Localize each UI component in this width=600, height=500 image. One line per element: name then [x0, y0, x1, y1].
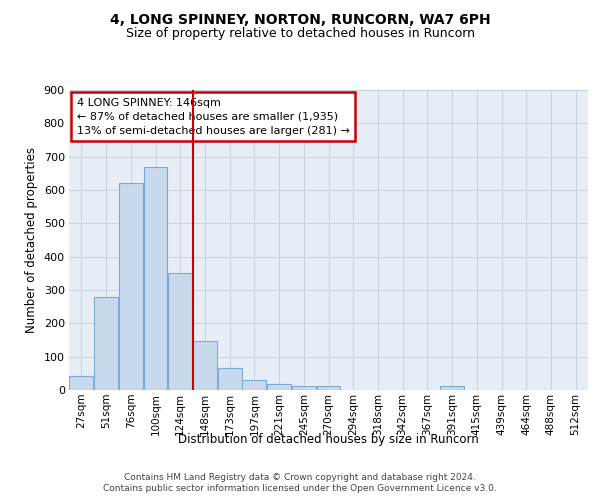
Bar [119, 184, 143, 390]
Bar [218, 368, 242, 390]
Bar [292, 386, 316, 390]
Text: Size of property relative to detached houses in Runcorn: Size of property relative to detached ho… [125, 28, 475, 40]
Text: Contains HM Land Registry data © Crown copyright and database right 2024.: Contains HM Land Registry data © Crown c… [124, 472, 476, 482]
Bar [440, 386, 464, 390]
Bar [143, 166, 167, 390]
Y-axis label: Number of detached properties: Number of detached properties [25, 147, 38, 333]
Text: 4 LONG SPINNEY: 146sqm
← 87% of detached houses are smaller (1,935)
13% of semi-: 4 LONG SPINNEY: 146sqm ← 87% of detached… [77, 98, 350, 136]
Bar [242, 380, 266, 390]
Text: Contains public sector information licensed under the Open Government Licence v3: Contains public sector information licen… [103, 484, 497, 493]
Bar [317, 386, 340, 390]
Bar [94, 296, 118, 390]
Text: 4, LONG SPINNEY, NORTON, RUNCORN, WA7 6PH: 4, LONG SPINNEY, NORTON, RUNCORN, WA7 6P… [110, 12, 490, 26]
Bar [70, 376, 94, 390]
Text: Distribution of detached houses by size in Runcorn: Distribution of detached houses by size … [178, 432, 479, 446]
Bar [193, 340, 217, 390]
Bar [168, 274, 192, 390]
Bar [267, 384, 291, 390]
